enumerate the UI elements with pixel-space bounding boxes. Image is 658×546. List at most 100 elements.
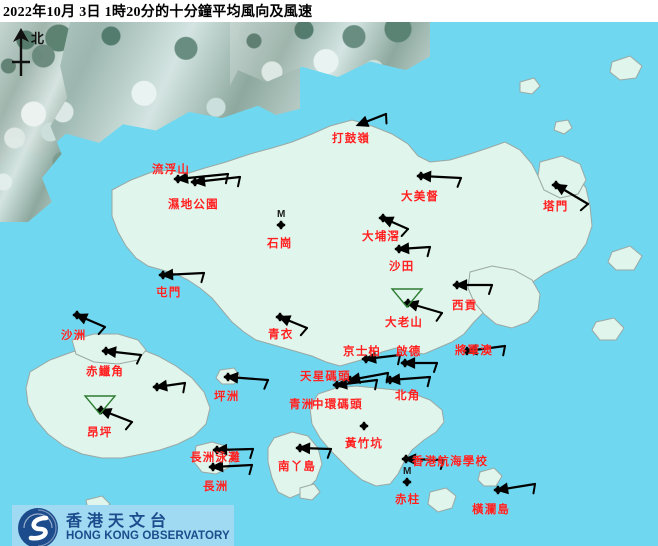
wind-barb <box>103 346 143 365</box>
north-arrow-icon <box>12 28 30 76</box>
station-dot[interactable] <box>402 477 412 487</box>
station-dot[interactable] <box>275 312 285 322</box>
wind-barb <box>160 268 206 284</box>
wind-barb <box>387 373 432 388</box>
islet-a <box>519 77 541 95</box>
station-label: 長洲 <box>203 481 229 493</box>
wind-barb <box>402 357 439 373</box>
station-label: 大老山 <box>385 317 424 329</box>
station-dot[interactable] <box>394 244 404 254</box>
station-label: 香港航海學校 <box>412 456 489 468</box>
coastline-layer <box>25 55 643 513</box>
station-label: 京士柏 <box>343 346 382 358</box>
station-dot[interactable] <box>361 354 371 364</box>
station-dot[interactable] <box>158 270 168 280</box>
station-label: 大埔滘 <box>362 231 401 243</box>
new-territories-landmass <box>111 119 593 367</box>
islet-f <box>607 245 643 271</box>
station-label: 北角 <box>395 390 421 402</box>
title-bar: 2022年10月 3日 1時20分的十分鐘平均風向及風速 <box>0 0 658 22</box>
station-dot[interactable] <box>345 375 355 385</box>
station-label: 長洲泳灘 <box>190 452 241 464</box>
station-dot[interactable] <box>400 358 410 368</box>
hko-logo-zh: 香港天文台 <box>66 512 172 530</box>
station-label: 濕地公園 <box>168 199 219 211</box>
hko-logo[interactable]: 香港天文台 HONG KONG OBSERVATORY <box>12 505 234 546</box>
wind-barb-layer <box>72 112 590 495</box>
wind-barb <box>225 371 270 390</box>
station-label: 西貢 <box>452 300 478 312</box>
wind-barb <box>210 460 254 476</box>
station-label: 大美督 <box>401 191 440 203</box>
station-dot[interactable] <box>359 421 369 431</box>
station-dot[interactable] <box>452 280 462 290</box>
station-dot[interactable] <box>223 372 233 382</box>
wind-barb <box>214 443 255 460</box>
mountain-station-marker <box>83 395 117 416</box>
station-label: 塔門 <box>543 201 569 213</box>
tung-lung-island <box>477 467 503 487</box>
station-label: 沙洲 <box>61 330 87 342</box>
wind-barb <box>454 279 494 295</box>
station-label: 中環碼頭 <box>312 399 363 411</box>
station-label: 石崗 <box>267 238 293 250</box>
station-dot[interactable] <box>208 462 218 472</box>
wind-barb <box>464 343 507 357</box>
station-label: 赤鱲角 <box>86 366 125 378</box>
station-label: 黃竹坑 <box>345 438 384 450</box>
station-dot[interactable] <box>462 346 472 356</box>
wind-barb <box>418 170 463 188</box>
wind-barb <box>553 183 590 212</box>
tap-mun-island <box>537 155 587 199</box>
station-dot[interactable] <box>295 443 305 453</box>
wind-barb <box>154 379 187 394</box>
wind-barb <box>277 315 309 337</box>
station-dot[interactable] <box>401 454 411 464</box>
station-label: 青衣 <box>268 329 294 341</box>
station-label: 啟德 <box>396 346 422 358</box>
islet-d <box>299 483 321 501</box>
wind-barb <box>403 453 446 470</box>
station-label: 青洲 <box>289 399 315 411</box>
wind-barb <box>495 482 537 495</box>
wind-barb <box>396 242 432 258</box>
station-label: 橫瀾島 <box>472 504 511 516</box>
station-label: 赤柱 <box>395 494 421 506</box>
station-label: 昂坪 <box>87 427 113 439</box>
hko-logo-en: HONG KONG OBSERVATORY <box>66 530 230 543</box>
wind-barb <box>355 112 388 127</box>
missing-data-marker: M <box>277 209 286 220</box>
station-dot[interactable] <box>416 171 426 181</box>
station-dot[interactable] <box>551 180 561 190</box>
po-toi-island <box>427 487 457 513</box>
wind-barb <box>192 174 242 188</box>
north-label: 北 <box>31 31 45 46</box>
station-dot[interactable] <box>493 485 503 495</box>
station-label: 流浮山 <box>152 164 191 176</box>
station-dot[interactable] <box>152 382 162 392</box>
station-label: 天星碼頭 <box>300 371 351 383</box>
sai-kung-peninsula <box>467 265 541 329</box>
station-dot[interactable] <box>190 177 200 187</box>
station-label: 坪洲 <box>214 391 240 403</box>
station-dot[interactable] <box>72 310 82 320</box>
wind-barb <box>74 313 107 336</box>
missing-data-marker: M <box>403 466 412 477</box>
wind-barb <box>334 377 379 391</box>
station-dot[interactable] <box>212 445 222 455</box>
station-label: 屯門 <box>156 287 182 299</box>
station-dot[interactable] <box>378 213 388 223</box>
station-label: 南丫島 <box>278 461 317 473</box>
page-title: 2022年10月 3日 1時20分的十分鐘平均風向及風速 <box>3 5 313 20</box>
station-dot[interactable] <box>332 380 342 390</box>
station-dot[interactable] <box>385 375 395 385</box>
station-dot[interactable] <box>101 346 111 356</box>
station-dot[interactable] <box>173 174 183 184</box>
islet-c <box>553 119 573 135</box>
wind-barb <box>297 442 333 459</box>
map-canvas[interactable]: 打鼓嶺 流浮山 濕地公園 M 石崗 大美督 塔門 大埔滘 沙田 屯門 西貢 大老山 沙洲 赤鱲角 青衣 京士柏… <box>0 22 658 546</box>
wind-barb <box>363 351 402 366</box>
hko-emblem-icon <box>18 508 58 546</box>
station-dot[interactable] <box>276 220 286 230</box>
